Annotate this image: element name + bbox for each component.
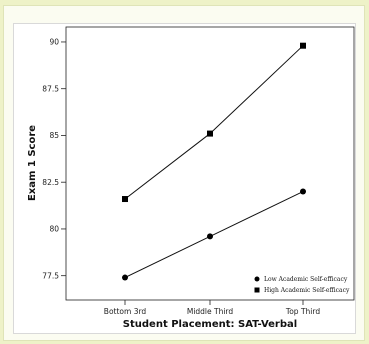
y-tick-label: 82.5 xyxy=(42,178,59,187)
x-tick-label: Bottom 3rd xyxy=(104,307,147,316)
y-tick-label: 80 xyxy=(49,225,59,234)
data-point-square xyxy=(207,130,213,137)
legend-label: Low Academic Self-efficacy xyxy=(264,276,348,283)
data-point-square xyxy=(300,42,306,49)
series-line-low xyxy=(124,191,304,279)
y-axis-title: Exam 1 Score xyxy=(27,125,38,201)
legend-square-marker xyxy=(254,287,260,293)
x-tick-label: Middle Third xyxy=(187,307,234,316)
data-point-square xyxy=(122,196,128,203)
data-point-circle xyxy=(300,188,306,195)
y-tick-label: 77.5 xyxy=(42,271,59,280)
plot-area xyxy=(65,26,355,301)
data-point-circle xyxy=(122,274,128,281)
series-group xyxy=(122,42,306,281)
legend: Low Academic Self-efficacy High Academic … xyxy=(254,276,350,294)
chart-frame xyxy=(3,5,365,341)
x-axis-title: Student Placement: SAT-Verbal xyxy=(123,319,297,330)
y-tick-label: 87.5 xyxy=(42,84,59,93)
y-axis-ticks: 77.5 80 82.5 85 87.5 90 xyxy=(42,38,66,280)
x-axis-ticks: Bottom 3rd Middle Third Top Third xyxy=(104,300,320,316)
x-tick-label: Top Third xyxy=(285,307,320,316)
y-tick-label: 85 xyxy=(49,131,59,140)
chart-panel xyxy=(13,23,356,334)
series-line-high xyxy=(124,45,304,200)
legend-label: High Academic Self-efficacy xyxy=(264,287,350,294)
y-tick-label: 90 xyxy=(49,38,59,47)
data-point-circle xyxy=(207,233,213,240)
legend-circle-marker xyxy=(254,276,260,282)
